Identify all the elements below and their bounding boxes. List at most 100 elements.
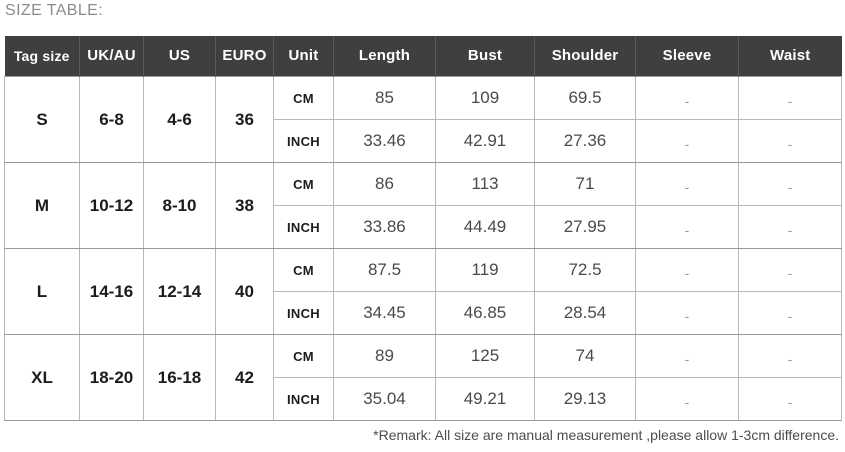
cell-bust: 113 <box>435 162 535 206</box>
table-row: L 14-16 12-14 40 CM 87.5 119 72.5 - - <box>4 248 842 335</box>
page-title: SIZE TABLE: <box>5 2 104 19</box>
cell-sleeve: - <box>635 377 739 421</box>
cell-sleeve-value: - <box>684 265 690 281</box>
table-row: INCH 35.04 49.21 29.13 - - <box>5 377 842 421</box>
cell-waist: - <box>738 291 842 335</box>
cell-shoulder: 27.95 <box>534 205 636 249</box>
cell-shoulder: 74 <box>534 334 636 378</box>
cell-waist: - <box>738 334 842 378</box>
cell-waist-value: - <box>787 136 793 152</box>
cell-waist-value: - <box>787 93 793 109</box>
column-header-unit: Unit <box>273 36 334 77</box>
column-header-tag-size: Tag size <box>4 36 80 77</box>
cell-sleeve-value: - <box>684 179 690 195</box>
cell-unit: CM <box>273 334 334 378</box>
cell-shoulder: 71 <box>534 162 636 206</box>
cell-sleeve-value: - <box>684 93 690 109</box>
cell-waist-value: - <box>787 222 793 238</box>
cell-length: 35.04 <box>333 377 436 421</box>
cell-sleeve-value: - <box>684 222 690 238</box>
cell-tag-size: XL <box>4 334 80 421</box>
cell-bust: 119 <box>435 248 535 292</box>
cell-waist: - <box>738 162 842 206</box>
table-row: INCH 33.86 44.49 27.95 - - <box>5 205 842 249</box>
size-table: Tag size UK/AU US EURO Unit Length Bust … <box>4 36 842 421</box>
cell-us: 8-10 <box>143 162 216 249</box>
table-row: INCH 34.45 46.85 28.54 - - <box>5 291 842 335</box>
cell-unit: CM <box>273 76 334 120</box>
cell-us: 4-6 <box>143 76 216 163</box>
column-header-bust: Bust <box>435 36 535 77</box>
cell-shoulder: 28.54 <box>534 291 636 335</box>
size-table-container: Tag size UK/AU US EURO Unit Length Bust … <box>4 36 842 421</box>
cell-waist-value: - <box>787 265 793 281</box>
cell-tag-size: L <box>4 248 80 335</box>
cell-waist: - <box>738 76 842 120</box>
remark-note: *Remark: All size are manual measurement… <box>373 427 839 443</box>
cell-unit: INCH <box>273 377 334 421</box>
cell-sleeve: - <box>635 205 739 249</box>
cell-bust: 49.21 <box>435 377 535 421</box>
cell-length: 87.5 <box>333 248 436 292</box>
header-row: Tag size UK/AU US EURO Unit Length Bust … <box>4 36 842 77</box>
cell-waist-value: - <box>787 179 793 195</box>
table-row: XL 18-20 16-18 42 CM 89 125 74 - - <box>4 334 842 421</box>
column-header-euro: EURO <box>215 36 274 77</box>
cell-shoulder: 27.36 <box>534 119 636 163</box>
column-header-us: US <box>143 36 216 77</box>
cell-shoulder: 69.5 <box>534 76 636 120</box>
cell-waist: - <box>738 248 842 292</box>
cell-sleeve: - <box>635 76 739 120</box>
cell-waist-value: - <box>787 394 793 410</box>
cell-bust: 46.85 <box>435 291 535 335</box>
table-header: Tag size UK/AU US EURO Unit Length Bust … <box>4 36 842 77</box>
cell-uk-au: 6-8 <box>79 76 144 163</box>
cell-length: 86 <box>333 162 436 206</box>
cell-unit: CM <box>273 162 334 206</box>
cell-sleeve: - <box>635 119 739 163</box>
cell-euro: 40 <box>215 248 274 335</box>
cell-unit: INCH <box>273 205 334 249</box>
cell-length: 34.45 <box>333 291 436 335</box>
cell-unit: INCH <box>273 119 334 163</box>
cell-euro: 38 <box>215 162 274 249</box>
cell-length: 85 <box>333 76 436 120</box>
cell-waist-value: - <box>787 351 793 367</box>
cell-us: 16-18 <box>143 334 216 421</box>
cell-length: 89 <box>333 334 436 378</box>
cell-shoulder: 72.5 <box>534 248 636 292</box>
cell-bust: 109 <box>435 76 535 120</box>
column-header-waist: Waist <box>738 36 842 77</box>
cell-sleeve: - <box>635 334 739 378</box>
cell-euro: 42 <box>215 334 274 421</box>
cell-unit: INCH <box>273 291 334 335</box>
cell-uk-au: 10-12 <box>79 162 144 249</box>
cell-waist-value: - <box>787 308 793 324</box>
column-header-sleeve: Sleeve <box>635 36 739 77</box>
table-row: S 6-8 4-6 36 CM 85 109 69.5 - - <box>4 76 842 163</box>
column-header-uk-au: UK/AU <box>79 36 144 77</box>
cell-uk-au: 14-16 <box>79 248 144 335</box>
column-header-shoulder: Shoulder <box>534 36 636 77</box>
cell-bust: 125 <box>435 334 535 378</box>
cell-bust: 42.91 <box>435 119 535 163</box>
cell-us: 12-14 <box>143 248 216 335</box>
cell-length: 33.86 <box>333 205 436 249</box>
cell-tag-size: S <box>4 76 80 163</box>
cell-shoulder: 29.13 <box>534 377 636 421</box>
column-header-length: Length <box>333 36 436 77</box>
cell-sleeve-value: - <box>684 351 690 367</box>
cell-waist: - <box>738 119 842 163</box>
cell-tag-size: M <box>4 162 80 249</box>
cell-sleeve: - <box>635 291 739 335</box>
cell-bust: 44.49 <box>435 205 535 249</box>
table-body: S 6-8 4-6 36 CM 85 109 69.5- - INCH 33.46 42.91 27.3… <box>4 76 842 421</box>
table-row: M 10-12 8-10 38 CM 86 113 71 - - <box>4 162 842 249</box>
cell-waist: - <box>738 205 842 249</box>
cell-sleeve: - <box>635 162 739 206</box>
cell-euro: 36 <box>215 76 274 163</box>
cell-waist: - <box>738 377 842 421</box>
cell-sleeve-value: - <box>684 136 690 152</box>
cell-uk-au: 18-20 <box>79 334 144 421</box>
table-row: INCH 33.46 42.91 27.36 - - <box>5 119 842 163</box>
